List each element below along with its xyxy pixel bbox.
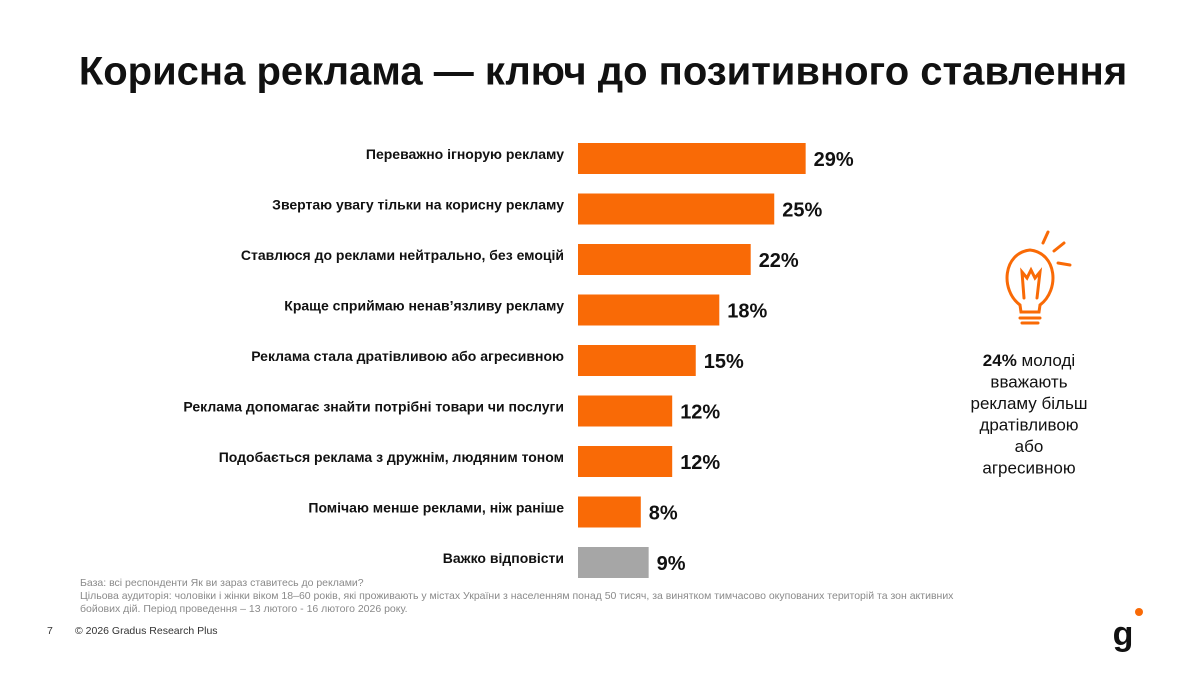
- bar: [578, 143, 806, 174]
- category-label: Реклама допомагає знайти потрібні товари…: [183, 399, 564, 415]
- footnote-audience: Цільова аудиторія: чоловіки і жінки віко…: [80, 590, 954, 615]
- bar: [578, 496, 641, 528]
- note-line: або: [1015, 437, 1044, 456]
- lightbulb-icon: [1005, 230, 1072, 325]
- logo: g: [1113, 615, 1134, 653]
- category-label: Помічаю менше реклами, ніж раніше: [308, 500, 564, 516]
- value-label: 12%: [680, 401, 720, 423]
- note-text: агресивною: [982, 459, 1075, 478]
- value-label: 8%: [649, 502, 678, 524]
- value-label: 15%: [704, 351, 744, 373]
- note-text: або: [1015, 437, 1044, 456]
- bar: [578, 244, 751, 275]
- category-label: Подобається реклама з дружнім, людяним т…: [219, 449, 564, 465]
- note-highlight: 24%: [983, 351, 1017, 370]
- category-label: Важко відповісти: [443, 550, 564, 566]
- value-label: 22%: [759, 250, 799, 272]
- value-label: 25%: [782, 199, 822, 221]
- note-line: 24% молоді: [983, 351, 1075, 370]
- bar: [578, 446, 673, 477]
- chart-title: Корисна реклама — ключ до позитивного ст…: [79, 50, 1127, 94]
- note-text: вважають: [990, 373, 1067, 392]
- category-label: Переважно ігнорую рекламу: [366, 146, 564, 162]
- bar: [578, 193, 775, 225]
- bar: [578, 294, 720, 326]
- page-number: 7: [47, 625, 53, 637]
- footnote-base: База: всі респонденти Як ви зараз ставит…: [80, 577, 364, 589]
- value-label: 18%: [727, 300, 767, 322]
- note-text: молоді: [1022, 351, 1076, 370]
- value-label: 29%: [814, 149, 854, 171]
- bar: [578, 395, 673, 427]
- category-label: Краще сприймаю ненав’язливу рекламу: [284, 298, 564, 314]
- note-text: рекламу більш: [971, 394, 1088, 413]
- logo-dot: [1135, 608, 1143, 616]
- bar: [578, 345, 696, 376]
- category-label: Реклама стала дратівливою або агресивною: [251, 348, 564, 364]
- note-text: дратівливою: [979, 416, 1078, 435]
- value-label: 12%: [680, 452, 720, 474]
- note-line: дратівливою: [979, 416, 1078, 435]
- note-line: агресивною: [982, 459, 1075, 478]
- value-label: 9%: [657, 553, 686, 575]
- note-line: вважають: [990, 373, 1067, 392]
- note-line: рекламу більш: [971, 394, 1088, 413]
- copyright: © 2026 Gradus Research Plus: [75, 625, 218, 637]
- category-label: Звертаю увагу тільки на корисну рекламу: [272, 197, 564, 213]
- bar: [578, 547, 649, 578]
- category-label: Ставлюся до реклами нейтрально, без емоц…: [241, 247, 564, 263]
